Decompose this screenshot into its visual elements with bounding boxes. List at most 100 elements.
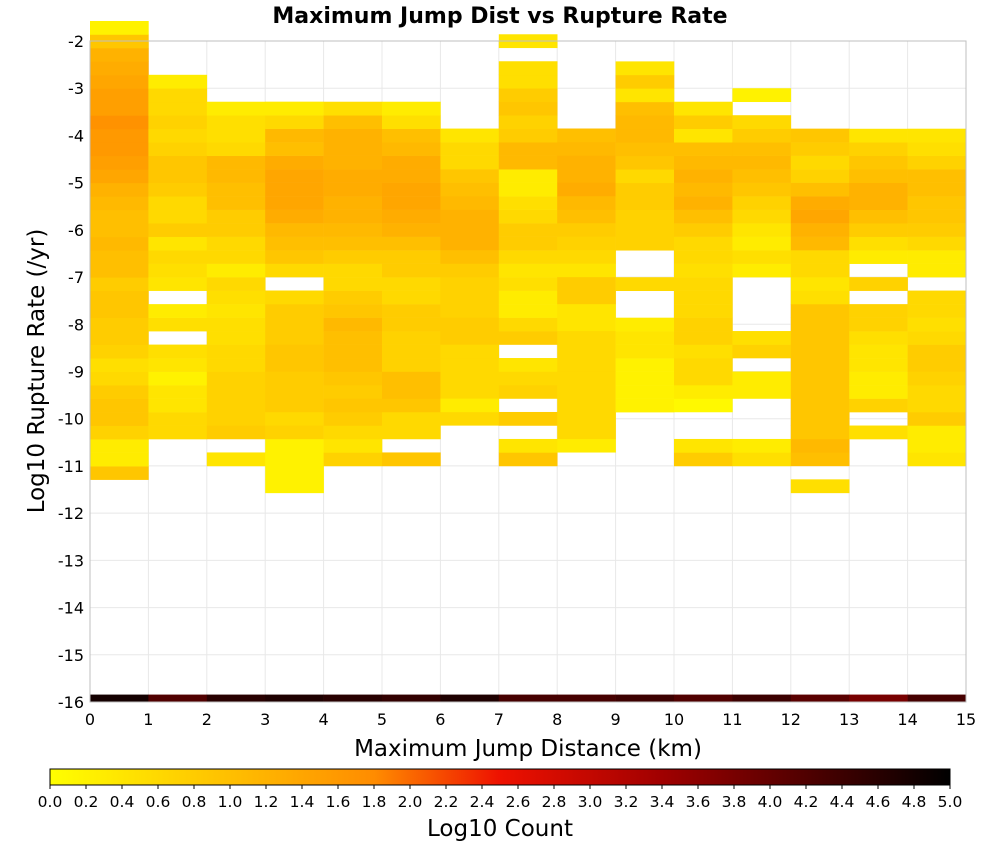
heatmap-cell [557,236,616,251]
x-tick-label: 5 [377,710,387,729]
x-tick-label: 7 [494,710,504,729]
heatmap-cell [615,61,675,76]
heatmap-cell [323,438,383,453]
heatmap-cell [90,209,149,224]
heatmap-cell [206,317,266,332]
heatmap-cell [323,223,383,237]
heatmap-cell [674,452,733,467]
heatmap-cell [557,438,616,453]
heatmap-cell [498,142,558,156]
heatmap-cell [90,412,149,426]
heatmap-cell [265,155,324,170]
heatmap-cell [90,250,149,265]
heatmap-cell [674,304,733,318]
heatmap-cell [90,317,149,332]
heatmap-cell [265,465,324,480]
heatmap-cell [265,196,324,210]
heatmap-cell [148,263,208,278]
x-tick-label: 2 [202,710,212,729]
heatmap-cell [557,303,616,318]
heatmap-cell [323,236,383,251]
heatmap-cell [265,209,324,224]
heatmap-cell [498,115,558,130]
heatmap-cell [206,425,266,440]
heatmap-cell [382,384,441,399]
heatmap-cell [849,425,908,440]
heatmap-cell [790,155,850,170]
heatmap-cell [557,344,616,359]
heatmap-cell [674,384,733,399]
heatmap-cell [907,250,967,264]
heatmap-cell [498,196,558,210]
heatmap-cell [907,425,967,440]
heatmap-cell [849,371,908,386]
heatmap-cell [790,290,850,305]
heatmap-cell [90,101,149,116]
heatmap-cell-bottom [790,694,850,702]
heatmap-cell [615,344,675,359]
heatmap-cell [674,223,733,237]
heatmap-cell [382,263,441,278]
heatmap-cell [148,196,208,211]
heatmap-cell [615,358,675,372]
heatmap-cell [382,236,441,251]
colorbar-tick-label: 1.8 [362,793,387,811]
heatmap-cell [148,236,208,251]
x-tick-label: 6 [435,710,445,729]
heatmap-cell [148,115,208,130]
y-tick-label: -4 [68,126,84,145]
heatmap-cell [907,358,967,372]
heatmap-cell [148,88,208,103]
heatmap-cell [265,128,324,143]
heatmap-cell [790,479,850,494]
y-tick-label: -11 [58,457,84,476]
heatmap-cell [148,169,208,184]
heatmap-cell [557,398,616,413]
heatmap-cells [90,20,967,702]
heatmap-cell [790,303,850,318]
heatmap-cell [440,411,500,426]
colorbar-tick-label: 2.2 [434,793,459,811]
colorbar-tick-label: 3.4 [650,793,675,811]
heatmap-cell [615,169,675,184]
heatmap-cell [382,317,441,332]
heatmap-cell [907,344,967,359]
heatmap-cell [498,236,558,251]
heatmap-cell [849,182,908,197]
heatmap-cell [206,155,266,170]
heatmap-cell [206,384,266,399]
heatmap-cell [790,142,850,156]
colorbar-tick-label: 4.6 [866,793,891,811]
heatmap-cell [148,385,208,399]
heatmap-cell [382,398,441,413]
x-tick-label: 3 [260,710,270,729]
heatmap-cell [90,398,149,413]
heatmap-cell [615,371,675,386]
heatmap-cell [790,250,850,264]
heatmap-cell [615,101,675,116]
heatmap-cell [732,452,792,467]
heatmap-cell [382,452,441,467]
heatmap-cell [323,371,383,386]
heatmap-cell [615,317,675,332]
heatmap-cell [907,452,967,467]
heatmap-cell [148,74,208,89]
heatmap-cell [674,344,733,359]
x-tick-label: 1 [143,710,153,729]
colorbar-tick-label: 2.0 [398,793,423,811]
heatmap-cell [849,142,908,157]
heatmap-cell [148,209,208,224]
chart-title: Maximum Jump Dist vs Rupture Rate [272,4,727,29]
heatmap-cell [557,384,616,399]
heatmap-cell [790,452,850,467]
heatmap-cell [674,101,733,116]
heatmap-cell [790,344,850,359]
heatmap-cell [323,317,383,332]
heatmap-cell [323,290,383,305]
y-axis-label: Log10 Rupture Rate (/yr) [24,229,50,514]
y-tick-label: -5 [68,174,84,193]
heatmap-cell-bottom [382,694,441,702]
heatmap-cell [206,236,266,251]
heatmap-cell [148,425,208,440]
heatmap-cell [615,385,675,399]
